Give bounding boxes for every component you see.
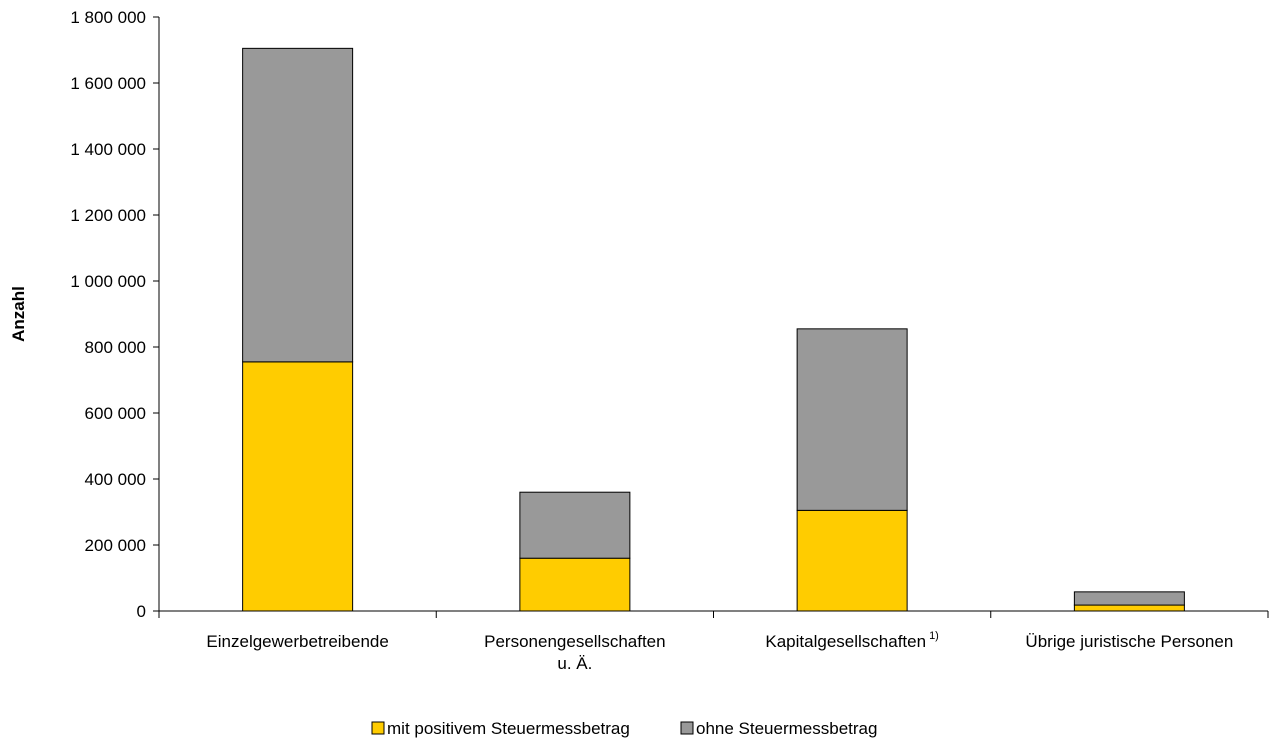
y-tick-label: 1 200 000 xyxy=(70,206,146,225)
bar-mit-positivem-3 xyxy=(1073,604,1185,612)
category-label: Einzelgewerbetreibende xyxy=(206,632,388,651)
y-axis-label: Anzahl xyxy=(9,286,28,342)
y-tick-label: 0 xyxy=(137,602,146,621)
category-label: Kapitalgesellschaften 1) xyxy=(765,630,938,651)
y-tick-label: 400 000 xyxy=(85,470,146,489)
legend-label: mit positivem Steuermessbetrag xyxy=(387,719,630,738)
y-tick-label: 1 400 000 xyxy=(70,140,146,159)
y-tick-label: 1 800 000 xyxy=(70,8,146,27)
footnote-marker: 1) xyxy=(929,630,939,642)
category-label: Übrige juristische Personen xyxy=(1025,632,1233,651)
bar-mit-positivem-2 xyxy=(796,509,908,612)
y-tick-label: 1 000 000 xyxy=(70,272,146,291)
y-tick-label: 600 000 xyxy=(85,404,146,423)
bar-mit-positivem-0 xyxy=(242,361,354,612)
bar-ohne-0 xyxy=(242,47,354,363)
legend: mit positivem Steuermessbetrag ohne Steue… xyxy=(371,719,877,738)
y-tick-label: 200 000 xyxy=(85,536,146,555)
legend-swatch xyxy=(680,721,694,735)
bar-mit-positivem-1 xyxy=(519,557,631,612)
y-tick-label: 1 600 000 xyxy=(70,74,146,93)
legend-swatch xyxy=(371,721,385,735)
category-label: u. Ä. xyxy=(557,654,592,673)
bar-ohne-3 xyxy=(1073,591,1185,606)
category-labels: Einzelgewerbetreibende Personengesellscha… xyxy=(206,630,1233,673)
x-axis xyxy=(158,610,1269,618)
bar-ohne-1 xyxy=(519,491,631,559)
bar-ohne-2 xyxy=(796,328,908,511)
bars xyxy=(242,47,1185,612)
legend-label: ohne Steuermessbetrag xyxy=(696,719,877,738)
y-tick-label: 800 000 xyxy=(85,338,146,357)
category-label: Personengesellschaften xyxy=(484,632,665,651)
y-axis: 0 200 000 400 000 600 000 800 000 1 000 000 1 … xyxy=(70,8,160,621)
